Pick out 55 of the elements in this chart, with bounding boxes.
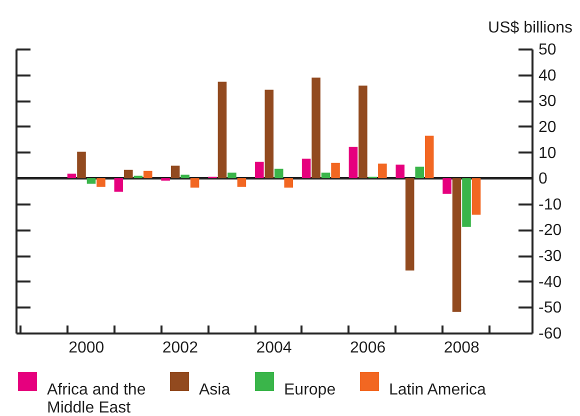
- bar: [396, 164, 404, 178]
- bar: [462, 178, 471, 227]
- legend-label: Africa and the Middle East: [47, 382, 146, 416]
- y-tick-label: 10: [538, 144, 556, 162]
- bar: [96, 178, 106, 187]
- y-tick-label: -50: [538, 300, 562, 317]
- y-axis-title: US$ billions: [488, 20, 572, 36]
- y-tick-label: 50: [538, 42, 556, 58]
- bar: [255, 162, 264, 178]
- legend-label: Latin America: [389, 382, 486, 398]
- bar: [170, 166, 180, 178]
- bar: [274, 168, 284, 178]
- bar: [312, 78, 320, 178]
- x-tick-label: 2008: [444, 340, 480, 356]
- y-tick-label: 0: [538, 170, 548, 188]
- bar: [237, 178, 246, 187]
- y-tick-label: -10: [538, 196, 562, 214]
- bar: [228, 172, 236, 178]
- bar: [321, 172, 330, 178]
- legend-label: Asia: [199, 382, 230, 398]
- bar: [77, 152, 86, 178]
- bar: [452, 178, 462, 312]
- y-tick-label: 30: [538, 93, 556, 110]
- bar: [124, 170, 133, 178]
- bar: [180, 174, 190, 178]
- x-tick-label: 2002: [162, 340, 198, 356]
- bar: [415, 166, 424, 178]
- bar: [348, 146, 358, 178]
- y-tick-label: 40: [538, 67, 556, 84]
- legend-label: Europe: [284, 382, 336, 398]
- bar: [358, 86, 368, 178]
- x-tick-label: 2000: [68, 340, 104, 356]
- bar: [302, 158, 311, 178]
- x-tick-label: 2004: [256, 340, 292, 356]
- bar: [190, 178, 200, 188]
- x-tick-label: 2006: [350, 340, 386, 356]
- y-tick-label: -20: [538, 222, 562, 240]
- y-tick-label: -40: [538, 274, 562, 291]
- bar: [472, 178, 481, 215]
- y-tick-label: -60: [538, 326, 562, 342]
- bar: [442, 178, 452, 194]
- bar: [161, 178, 170, 181]
- y-tick-label: 20: [538, 118, 556, 136]
- bar: [405, 178, 414, 271]
- bar: [67, 174, 76, 178]
- bar: [86, 178, 96, 184]
- bar: [424, 136, 434, 178]
- bar: [378, 164, 387, 178]
- bar: [264, 90, 274, 178]
- bar: [144, 170, 152, 178]
- bar: [284, 178, 293, 188]
- bar: [114, 178, 124, 192]
- bar: [331, 162, 340, 178]
- bar: [218, 82, 227, 178]
- y-tick-label: -30: [538, 248, 562, 266]
